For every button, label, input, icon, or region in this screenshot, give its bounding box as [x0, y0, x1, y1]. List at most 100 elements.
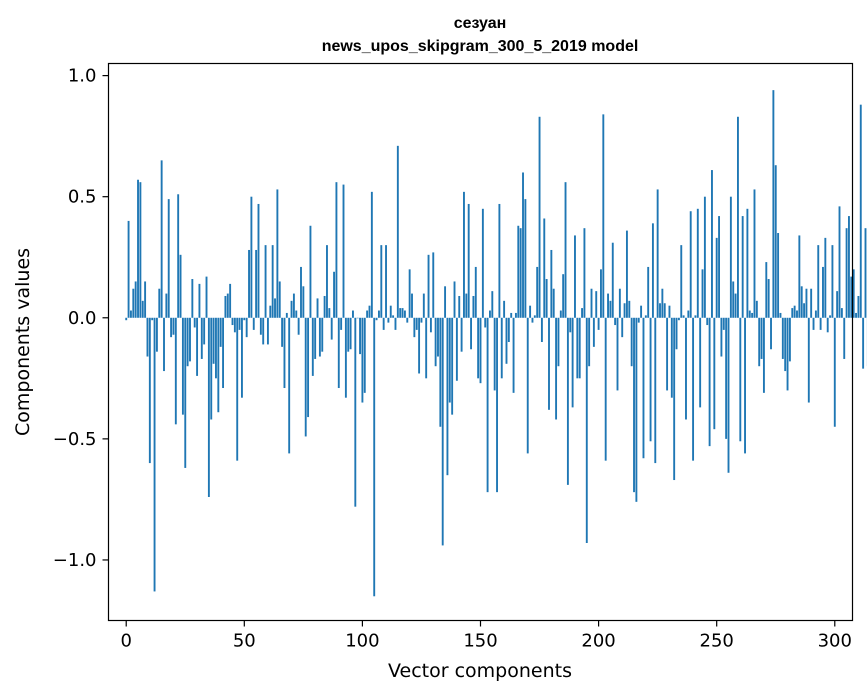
x-tick-label: 100 [345, 631, 379, 652]
bar-227 [661, 288, 664, 318]
bar-298 [829, 315, 832, 318]
bar-174 [536, 266, 539, 318]
bar-195 [585, 317, 588, 543]
bar-25 [184, 317, 187, 468]
bar-79 [311, 317, 314, 376]
bar-145 [467, 203, 470, 318]
bar-180 [550, 249, 553, 318]
bar-82 [318, 317, 321, 357]
bar-226 [659, 303, 661, 318]
bar-22 [177, 194, 180, 318]
bar-251 [718, 216, 720, 318]
bar-159 [500, 317, 503, 379]
bar-243 [699, 317, 702, 408]
bar-250 [715, 237, 718, 318]
bar-187 [566, 317, 569, 485]
bar-186 [564, 182, 567, 318]
bar-55 [255, 249, 258, 318]
bar-190 [574, 235, 576, 318]
bar-221 [647, 266, 650, 318]
bar-147 [472, 295, 475, 318]
x-tick-label: 150 [463, 631, 497, 652]
bar-40 [219, 317, 222, 347]
bar-107 [377, 310, 380, 318]
bar-299 [831, 245, 834, 318]
bar-225 [656, 189, 659, 318]
bar-177 [543, 218, 546, 318]
bar-297 [826, 317, 829, 333]
bar-309 [855, 312, 857, 318]
bar-72 [295, 310, 298, 318]
bar-218 [640, 305, 643, 318]
x-tick-label: 0 [120, 631, 131, 652]
bar-158 [498, 203, 501, 318]
bar-306 [848, 216, 850, 318]
bar-130 [432, 252, 435, 318]
bar-24 [181, 317, 184, 415]
bar-167 [519, 228, 522, 318]
bar-206 [611, 242, 614, 318]
bar-143 [463, 191, 465, 318]
bar-153 [486, 317, 489, 493]
bar-129 [429, 317, 432, 333]
bar-255 [727, 317, 730, 473]
y-tick-label: −0.5 [53, 429, 97, 450]
bar-50 [243, 317, 246, 321]
bar-19 [170, 317, 173, 338]
bar-54 [252, 317, 255, 330]
bar-69 [288, 317, 291, 454]
bar-132 [437, 317, 439, 357]
bar-157 [496, 317, 498, 493]
bar-233 [675, 317, 678, 350]
bar-102 [366, 310, 369, 318]
bar-133 [439, 317, 442, 427]
bar-29 [193, 317, 196, 328]
bar-205 [609, 300, 612, 318]
bar-93 [344, 317, 347, 398]
bar-311 [859, 104, 862, 318]
bar-94 [347, 317, 350, 352]
bar-160 [503, 300, 506, 318]
y-tick-label: −1.0 [53, 550, 97, 571]
y-tick-label: 0.0 [68, 308, 97, 329]
bar-207 [614, 317, 617, 326]
bar-266 [753, 189, 756, 318]
bar-90 [337, 317, 340, 389]
bar-313 [864, 228, 867, 318]
bar-49 [241, 317, 243, 398]
bar-300 [833, 317, 836, 427]
bar-41 [222, 317, 224, 389]
bar-71 [292, 293, 295, 318]
bar-229 [666, 317, 669, 391]
bar-237 [685, 317, 687, 420]
bar-91 [340, 317, 343, 330]
bar-148 [474, 266, 477, 318]
bar-134 [441, 317, 444, 546]
bar-121 [411, 293, 413, 318]
bar-211 [623, 303, 626, 318]
bar-280 [786, 317, 789, 391]
bar-176 [540, 317, 543, 342]
bar-118 [403, 310, 406, 318]
bar-178 [545, 279, 548, 318]
bar-138 [451, 317, 454, 415]
bar-292 [814, 310, 817, 318]
bar-64 [276, 189, 279, 318]
bar-14 [158, 288, 161, 318]
bar-271 [765, 262, 768, 318]
bar-253 [722, 317, 725, 330]
bar-149 [477, 317, 480, 379]
bar-108 [380, 245, 383, 318]
bar-276 [777, 233, 780, 318]
bar-256 [729, 196, 732, 318]
bar-31 [198, 283, 201, 318]
bar-245 [703, 196, 706, 318]
bar-294 [819, 317, 822, 330]
bar-246 [706, 317, 709, 326]
bar-141 [458, 295, 461, 318]
bar-131 [434, 317, 437, 367]
bar-182 [555, 317, 558, 420]
bar-96 [352, 310, 354, 318]
bar-264 [748, 310, 751, 318]
bar-78 [309, 225, 312, 318]
